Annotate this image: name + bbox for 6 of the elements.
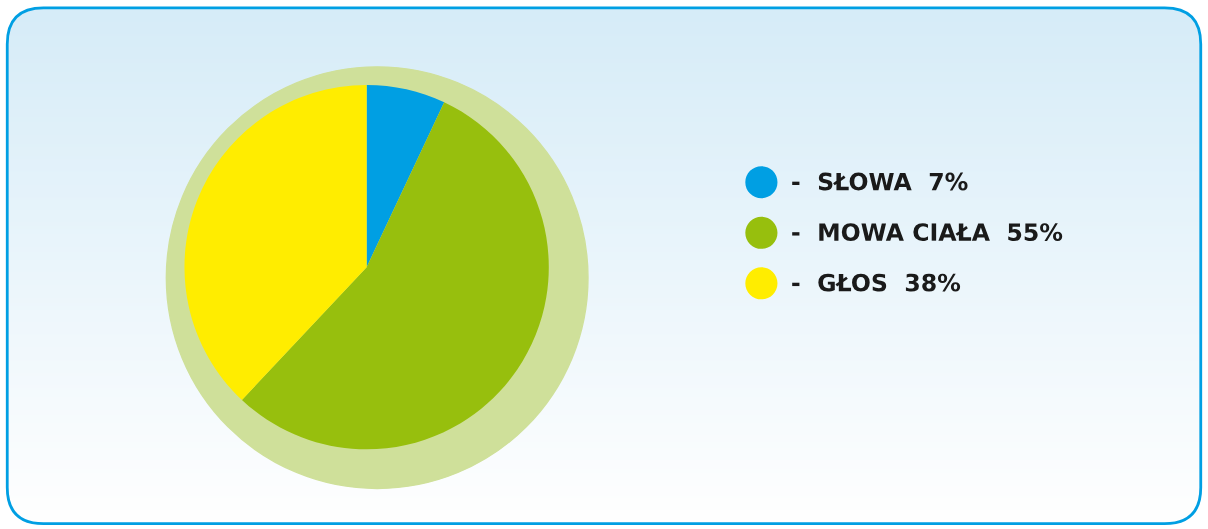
pie-slice	[184, 84, 367, 400]
pie-slice	[241, 102, 549, 450]
legend-label: - MOWA CIAŁA 55%	[792, 223, 1063, 242]
legend-label: - SŁOWA 7%	[792, 172, 968, 191]
pie-slice	[366, 84, 445, 268]
legend-label: - GŁOS 38%	[792, 273, 961, 292]
